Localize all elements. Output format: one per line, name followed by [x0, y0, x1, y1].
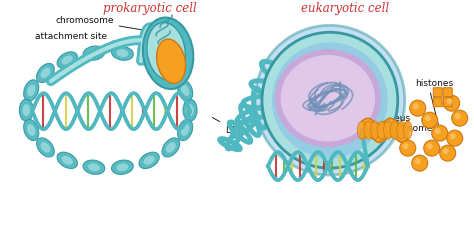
Ellipse shape [111, 160, 133, 174]
Ellipse shape [36, 63, 55, 83]
Ellipse shape [117, 49, 128, 57]
Ellipse shape [139, 52, 159, 68]
Ellipse shape [27, 85, 36, 96]
Circle shape [444, 95, 460, 111]
Text: nucleus: nucleus [355, 114, 410, 126]
Text: prokaryotic cell: prokaryotic cell [103, 2, 197, 15]
Ellipse shape [183, 99, 197, 121]
Circle shape [447, 130, 463, 146]
Ellipse shape [276, 50, 380, 146]
Ellipse shape [19, 99, 33, 121]
Circle shape [413, 103, 419, 109]
Ellipse shape [403, 121, 412, 139]
FancyBboxPatch shape [433, 98, 442, 107]
Circle shape [443, 148, 449, 154]
Ellipse shape [162, 63, 180, 83]
Ellipse shape [62, 56, 73, 64]
Ellipse shape [57, 52, 77, 68]
FancyBboxPatch shape [443, 98, 452, 107]
Ellipse shape [178, 119, 193, 141]
Ellipse shape [178, 80, 193, 101]
Circle shape [272, 42, 388, 158]
Ellipse shape [144, 156, 155, 165]
Circle shape [412, 155, 428, 171]
Circle shape [424, 140, 440, 156]
Text: chromosome: chromosome [55, 16, 160, 33]
Text: eukaryotic cell: eukaryotic cell [301, 2, 389, 15]
Circle shape [403, 143, 409, 149]
Circle shape [425, 115, 431, 121]
Ellipse shape [397, 121, 406, 139]
Ellipse shape [181, 124, 189, 136]
Ellipse shape [36, 138, 55, 157]
Circle shape [422, 112, 438, 128]
Ellipse shape [36, 61, 180, 159]
Circle shape [450, 133, 456, 139]
Ellipse shape [24, 80, 39, 101]
Circle shape [400, 140, 416, 156]
FancyBboxPatch shape [443, 88, 452, 97]
Ellipse shape [166, 68, 176, 78]
Ellipse shape [62, 156, 73, 165]
Ellipse shape [117, 163, 128, 171]
Circle shape [427, 143, 433, 149]
Circle shape [262, 32, 398, 168]
Ellipse shape [27, 124, 36, 136]
Ellipse shape [186, 104, 194, 116]
Ellipse shape [83, 46, 105, 60]
Ellipse shape [181, 85, 189, 96]
Circle shape [452, 110, 468, 126]
Ellipse shape [57, 152, 77, 169]
Ellipse shape [156, 39, 185, 83]
Ellipse shape [88, 163, 100, 171]
Ellipse shape [41, 142, 50, 153]
Text: chromosome: chromosome [356, 124, 433, 135]
Ellipse shape [83, 160, 105, 174]
Ellipse shape [144, 56, 155, 64]
Ellipse shape [280, 54, 376, 142]
Ellipse shape [111, 46, 133, 60]
Circle shape [432, 125, 448, 141]
Ellipse shape [143, 18, 193, 89]
Ellipse shape [41, 68, 50, 78]
Ellipse shape [88, 49, 100, 57]
Ellipse shape [383, 121, 392, 139]
Ellipse shape [357, 121, 366, 139]
Ellipse shape [166, 142, 176, 153]
Ellipse shape [162, 138, 180, 157]
Circle shape [440, 145, 456, 161]
Circle shape [415, 158, 421, 164]
Ellipse shape [139, 152, 159, 169]
Ellipse shape [377, 121, 386, 139]
Ellipse shape [390, 121, 399, 139]
Circle shape [255, 25, 405, 175]
Ellipse shape [364, 121, 373, 139]
Text: DNA: DNA [212, 118, 245, 135]
Ellipse shape [22, 104, 30, 116]
Circle shape [435, 128, 441, 134]
Ellipse shape [147, 23, 185, 80]
Text: histones: histones [415, 79, 453, 103]
Circle shape [455, 113, 461, 119]
Circle shape [410, 100, 426, 116]
Ellipse shape [24, 119, 39, 141]
FancyBboxPatch shape [433, 88, 442, 97]
Text: attachment site: attachment site [35, 32, 155, 46]
Circle shape [447, 98, 453, 104]
Ellipse shape [371, 121, 380, 139]
